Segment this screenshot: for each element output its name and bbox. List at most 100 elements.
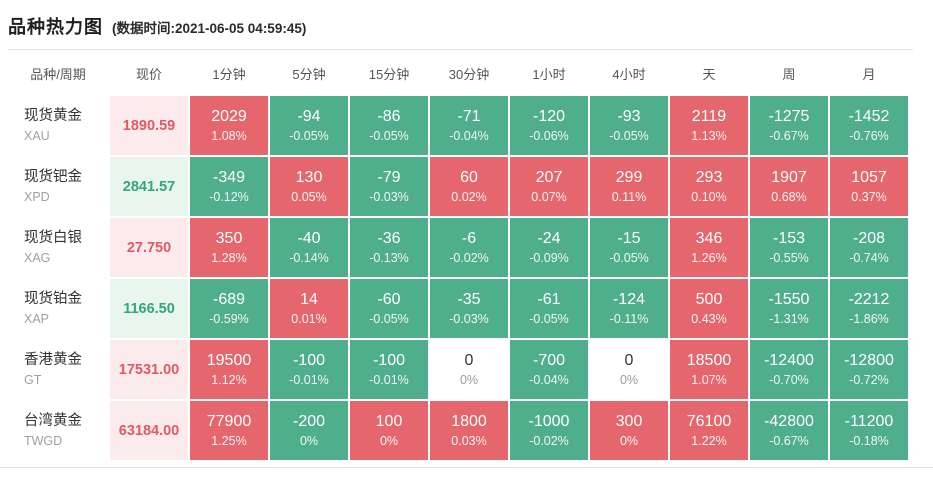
change-value: -689 [212, 291, 246, 309]
change-value: -6 [461, 230, 477, 248]
instrument-name: 香港黄金 [24, 352, 82, 369]
change-value: -11200 [844, 413, 894, 431]
change-percent: -0.04% [529, 372, 569, 387]
change-value: -93 [617, 108, 641, 126]
change-value: -35 [457, 291, 481, 309]
instrument-cell-TWGD[interactable]: 台湾黄金 TWGD [8, 401, 108, 460]
change-percent: -0.13% [369, 250, 409, 265]
instrument-code: XAP [24, 311, 50, 326]
change-cell-GT-1分钟: 19500 1.12% [190, 340, 268, 399]
column-header-1: 现价 [110, 52, 188, 94]
change-cell-XAP-1小时: -61 -0.05% [510, 279, 588, 338]
change-cell-XAG-5分钟: -40 -0.14% [270, 218, 348, 277]
change-cell-XPD-15分钟: -79 -0.03% [350, 157, 428, 216]
column-header-0: 品种/周期 [8, 52, 108, 94]
change-cell-XAU-周: -1275 -0.67% [750, 96, 828, 155]
change-percent: -0.55% [769, 250, 809, 265]
change-percent: 1.08% [211, 128, 247, 143]
change-cell-XAP-15分钟: -60 -0.05% [350, 279, 428, 338]
page-title: 品种热力图 [8, 17, 103, 37]
change-value: -153 [772, 230, 806, 248]
change-percent: -0.01% [289, 372, 329, 387]
table-row: 现货钯金 XPD 2841.57 -349 -0.12% 130 0.05% -79 -0.03… [8, 157, 908, 216]
instrument-code: TWGD [24, 433, 63, 448]
table-row: 现货白银 XAG 27.750 350 1.28% -40 -0.14% -36 -0.13% -… [8, 218, 908, 277]
instrument-cell-GT[interactable]: 香港黄金 GT [8, 340, 108, 399]
change-percent: 0.05% [291, 189, 327, 204]
instrument-cell-XAU[interactable]: 现货黄金 XAU [8, 96, 108, 155]
column-header-3: 5分钟 [270, 52, 348, 94]
change-percent: -0.74% [849, 250, 889, 265]
change-value: 2119 [691, 108, 727, 126]
change-percent: -0.05% [289, 128, 329, 143]
change-percent: 0.07% [531, 189, 567, 204]
change-percent: -0.03% [369, 189, 409, 204]
change-percent: -0.01% [369, 372, 409, 387]
change-percent: -0.05% [369, 311, 409, 326]
instrument-cell-XAP[interactable]: 现货铂金 XAP [8, 279, 108, 338]
instrument-cell-XAG[interactable]: 现货白银 XAG [8, 218, 108, 277]
change-percent: -0.18% [849, 433, 889, 448]
instrument-cell-XPD[interactable]: 现货钯金 XPD [8, 157, 108, 216]
change-cell-XPD-月: 1057 0.37% [830, 157, 908, 216]
change-cell-XPD-天: 293 0.10% [670, 157, 748, 216]
heatmap-table: 品种/周期 现价 1分钟 5分钟 15分钟 30分钟 1小时 4小时天周月 现货黄金 XAU 18… [6, 50, 910, 462]
change-cell-XPD-30分钟: 60 0.02% [430, 157, 508, 216]
change-cell-GT-5分钟: -100 -0.01% [270, 340, 348, 399]
change-percent: -0.02% [449, 250, 489, 265]
change-cell-XAU-15分钟: -86 -0.05% [350, 96, 428, 155]
table-row: 香港黄金 GT 17531.00 19500 1.12% -100 -0.01% -100 -0… [8, 340, 908, 399]
change-percent: -0.72% [849, 372, 889, 387]
change-cell-GT-1小时: -700 -0.04% [510, 340, 588, 399]
change-value: -1452 [848, 108, 890, 126]
table-row: 现货黄金 XAU 1890.59 2029 1.08% -94 -0.05% -86 -0.05… [8, 96, 908, 155]
change-value: -94 [297, 108, 321, 126]
table-row: 台湾黄金 TWGD 63184.00 77900 1.25% -200 0% 100 0% 180… [8, 401, 908, 460]
column-header-8: 天 [670, 52, 748, 94]
change-cell-GT-天: 18500 1.07% [670, 340, 748, 399]
change-value: 2029 [211, 108, 247, 126]
change-cell-XAG-天: 346 1.26% [670, 218, 748, 277]
change-percent: 0% [619, 372, 639, 387]
change-value: 299 [615, 169, 643, 187]
instrument-name: 现货钯金 [24, 169, 82, 186]
change-percent: -0.04% [449, 128, 489, 143]
change-percent: 1.22% [691, 433, 727, 448]
change-value: -60 [377, 291, 401, 309]
column-header-6: 1小时 [510, 52, 588, 94]
change-value: 18500 [686, 352, 732, 370]
change-value: 293 [695, 169, 723, 187]
change-value: -24 [537, 230, 561, 248]
change-value: -1550 [768, 291, 810, 309]
change-cell-GT-15分钟: -100 -0.01% [350, 340, 428, 399]
change-percent: 0.11% [611, 189, 647, 204]
instrument-code: XAU [24, 128, 50, 143]
change-value: 14 [300, 291, 318, 309]
change-percent: 0.01% [291, 311, 327, 326]
change-cell-XAG-1分钟: 350 1.28% [190, 218, 268, 277]
change-value: -349 [212, 169, 246, 187]
change-percent: -0.02% [529, 433, 569, 448]
change-percent: 0% [299, 433, 319, 448]
change-cell-XAU-月: -1452 -0.76% [830, 96, 908, 155]
change-value: 0 [464, 352, 474, 370]
change-value: 1057 [851, 169, 887, 187]
change-percent: -0.70% [769, 372, 809, 387]
change-cell-TWGD-天: 76100 1.22% [670, 401, 748, 460]
change-cell-XAP-4小时: -124 -0.11% [590, 279, 668, 338]
change-value: 19500 [206, 352, 252, 370]
change-percent: -0.05% [529, 311, 569, 326]
column-header-7: 4小时 [590, 52, 668, 94]
change-percent: 0% [459, 372, 479, 387]
change-cell-XAG-15分钟: -36 -0.13% [350, 218, 428, 277]
change-value: 300 [615, 413, 643, 431]
change-cell-XAP-5分钟: 14 0.01% [270, 279, 348, 338]
change-cell-TWGD-4小时: 300 0% [590, 401, 668, 460]
change-value: -71 [457, 108, 481, 126]
change-cell-XAU-4小时: -93 -0.05% [590, 96, 668, 155]
change-percent: 1.12% [211, 372, 247, 387]
change-percent: 1.13% [691, 128, 727, 143]
change-cell-XPD-周: 1907 0.68% [750, 157, 828, 216]
change-value: 346 [695, 230, 723, 248]
change-cell-XPD-4小时: 299 0.11% [590, 157, 668, 216]
